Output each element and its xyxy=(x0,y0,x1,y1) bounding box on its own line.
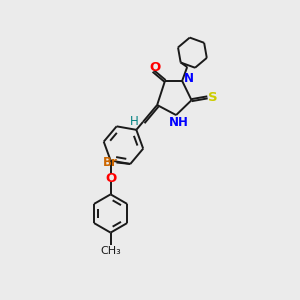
Text: NH: NH xyxy=(169,116,189,129)
Text: O: O xyxy=(106,172,117,185)
Text: N: N xyxy=(184,72,194,85)
Text: S: S xyxy=(208,91,218,104)
Text: H: H xyxy=(130,116,139,128)
Text: O: O xyxy=(149,61,160,74)
Text: Br: Br xyxy=(103,156,117,169)
Text: CH₃: CH₃ xyxy=(100,246,121,256)
